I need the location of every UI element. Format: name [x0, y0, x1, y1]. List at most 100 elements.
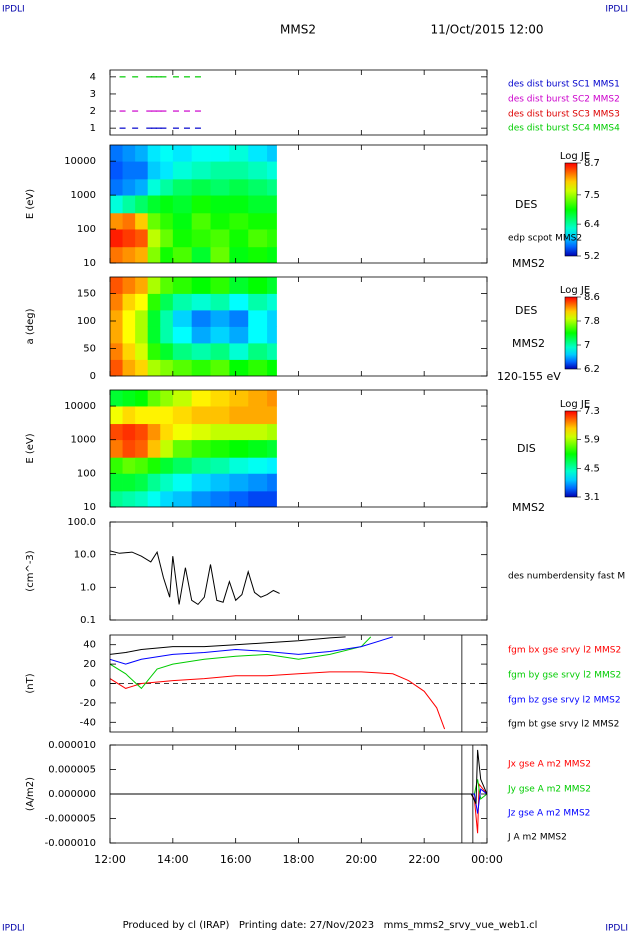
- heat-cell: [110, 145, 123, 162]
- heat-cell: [110, 161, 123, 180]
- heat-cell: [160, 229, 174, 248]
- legend-entry: Jy gse A m2 MMS2: [507, 785, 591, 795]
- heat-cell: [147, 359, 161, 376]
- heat-cell: [191, 390, 211, 407]
- heat-cell: [267, 326, 277, 344]
- heat-cell: [267, 310, 277, 327]
- legend-entry: Jz gse A m2 MMS2: [507, 809, 590, 819]
- heat-cell: [122, 178, 136, 196]
- heat-cell: [135, 390, 149, 407]
- panel-annotation: DES: [515, 198, 537, 211]
- x-tick-label: 12:00: [94, 853, 126, 866]
- series-line: [110, 788, 487, 814]
- heat-cell: [160, 161, 174, 180]
- y-axis-label: E (eV): [25, 433, 36, 463]
- heat-cell: [135, 473, 149, 492]
- heat-cell: [248, 310, 268, 327]
- heat-cell: [122, 229, 136, 248]
- heat-cell: [160, 343, 174, 360]
- heat-cell: [110, 195, 123, 214]
- heat-cell: [267, 229, 277, 248]
- heat-cell: [191, 490, 211, 507]
- heat-cell: [191, 178, 211, 196]
- heat-cell: [160, 359, 174, 376]
- y-tick-label: 0: [90, 679, 96, 690]
- heat-cell: [191, 343, 211, 360]
- y-tick-label: 0.000005: [48, 765, 96, 776]
- panel-plot: [110, 635, 487, 732]
- heat-cell: [248, 326, 268, 344]
- y-tick-label: 100: [77, 468, 96, 479]
- panel-annotation: edp scpot MMS2: [508, 234, 582, 244]
- heat-cell: [147, 390, 161, 407]
- y-tick-label: 1: [90, 123, 96, 134]
- y-axis-label: E (eV): [25, 189, 36, 219]
- heat-cell: [160, 406, 174, 425]
- heat-cell: [191, 310, 211, 327]
- heat-cell: [110, 390, 123, 407]
- heat-cell: [110, 293, 123, 311]
- colorbar-tick-label: 6.2: [584, 364, 600, 375]
- legend-entry: des dist burst SC3 MMS3: [508, 110, 620, 120]
- heat-cell: [160, 277, 174, 294]
- heat-cell: [172, 293, 193, 311]
- colorbar-tick-label: 5.2: [584, 251, 600, 262]
- x-tick-label: 16:00: [220, 853, 252, 866]
- x-tick-label: 14:00: [157, 853, 189, 866]
- heat-cell: [267, 473, 277, 492]
- heat-cell: [248, 195, 268, 214]
- heat-cell: [172, 145, 193, 162]
- series-line: [110, 782, 487, 834]
- heat-cell: [210, 406, 230, 425]
- heat-cell: [267, 212, 277, 230]
- heat-cell: [229, 457, 249, 474]
- heat-cell: [135, 293, 149, 311]
- heat-cell: [110, 310, 123, 327]
- heat-cell: [110, 326, 123, 344]
- heat-cell: [267, 195, 277, 214]
- y-tick-label: 100: [77, 224, 96, 235]
- heat-cell: [172, 229, 193, 248]
- heat-cell: [191, 473, 211, 492]
- y-tick-label: 100: [77, 316, 96, 327]
- y-tick-label: 1000: [71, 190, 96, 201]
- heat-cell: [147, 246, 161, 263]
- heat-cell: [122, 310, 136, 327]
- heat-cell: [147, 439, 161, 458]
- heat-cell: [210, 390, 230, 407]
- heat-cell: [229, 423, 249, 441]
- series-line: [110, 749, 487, 805]
- heat-cell: [135, 359, 149, 376]
- panel-annotation: 120-155 eV: [497, 370, 561, 383]
- heat-cell: [210, 212, 230, 230]
- series-line: [110, 671, 446, 730]
- y-tick-label: 1000: [71, 435, 96, 446]
- colorbar-tick-label: 7.8: [584, 316, 600, 327]
- heat-cell: [248, 490, 268, 507]
- heat-cell: [191, 457, 211, 474]
- colorbar-tick-label: 4.5: [584, 463, 600, 474]
- heat-cell: [160, 326, 174, 344]
- y-tick-label: 0.000000: [48, 789, 96, 800]
- heat-cell: [110, 439, 123, 458]
- y-tick-label: 10.0: [74, 550, 96, 561]
- corner-mark: IPDLI: [2, 5, 25, 15]
- heat-cell: [210, 246, 230, 263]
- heat-cell: [110, 423, 123, 441]
- heat-cell: [122, 406, 136, 425]
- heat-cell: [172, 326, 193, 344]
- heat-cell: [248, 439, 268, 458]
- y-tick-label: 50: [83, 344, 96, 355]
- heat-cell: [160, 246, 174, 263]
- colorbar-label: Log JE: [560, 285, 590, 296]
- panel-plot: [110, 145, 277, 263]
- y-axis-label: (nT): [25, 673, 36, 693]
- heat-cell: [267, 343, 277, 360]
- heat-cell: [210, 490, 230, 507]
- figure-title: MMS2: [280, 23, 316, 37]
- heat-cell: [122, 457, 136, 474]
- heat-cell: [229, 277, 249, 294]
- corner-mark: IPDLI: [605, 924, 628, 934]
- heat-cell: [160, 490, 174, 507]
